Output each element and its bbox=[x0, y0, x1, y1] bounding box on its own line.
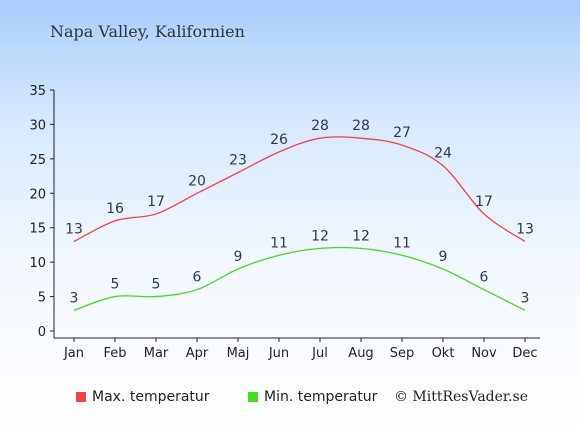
min-temp-data-label: 5 bbox=[152, 277, 161, 293]
x-tick-label: Dec bbox=[512, 346, 537, 361]
max-temp-data-label: 27 bbox=[393, 125, 411, 141]
y-tick-label: 5 bbox=[38, 291, 46, 306]
legend-swatch-max bbox=[76, 392, 86, 402]
y-tick-label: 0 bbox=[38, 325, 46, 340]
min-temp-data-label: 3 bbox=[70, 290, 79, 306]
chart-title: Napa Valley, Kalifornien bbox=[50, 22, 245, 41]
y-tick-label: 15 bbox=[29, 222, 46, 237]
x-tick-label: Feb bbox=[103, 346, 126, 361]
y-tick-label: 25 bbox=[29, 153, 46, 168]
x-tick-label: Maj bbox=[227, 346, 250, 361]
max-temp-data-label: 17 bbox=[475, 194, 493, 210]
x-tick-label: Mar bbox=[144, 346, 169, 361]
min-temp-line bbox=[73, 246, 526, 311]
max-temp-data-label: 28 bbox=[352, 118, 370, 134]
legend-label-min: Min. temperatur bbox=[264, 389, 378, 405]
x-tick-label: Aug bbox=[348, 346, 373, 361]
y-tick-label: 30 bbox=[29, 118, 46, 133]
min-temp-data-label: 6 bbox=[193, 270, 202, 286]
credit-text: © MittResVader.se bbox=[393, 389, 528, 405]
max-temp-data-label: 13 bbox=[516, 221, 534, 237]
min-temp-data-label: 3 bbox=[521, 290, 530, 306]
max-temp-data-label: 24 bbox=[434, 146, 452, 162]
x-tick-label: Jun bbox=[268, 346, 289, 361]
min-temp-data-label: 9 bbox=[234, 249, 243, 265]
min-temp-data-label: 11 bbox=[393, 235, 411, 251]
max-temp-data-label: 17 bbox=[147, 194, 165, 210]
min-temp-data-label: 9 bbox=[439, 249, 448, 265]
x-tick-label: Apr bbox=[186, 346, 209, 361]
x-tick-label: Nov bbox=[471, 346, 497, 361]
max-temp-data-label: 20 bbox=[188, 173, 206, 189]
legend-item-max: Max. temperatur bbox=[76, 389, 210, 405]
max-temp-line bbox=[73, 136, 526, 243]
legend-label-max: Max. temperatur bbox=[92, 389, 210, 405]
y-tick-label: 20 bbox=[29, 187, 46, 202]
legend-swatch-min bbox=[248, 392, 258, 402]
max-temp-data-label: 16 bbox=[106, 201, 124, 217]
legend-item-min: Min. temperatur bbox=[248, 389, 377, 405]
x-tick-label: Jul bbox=[311, 346, 328, 361]
max-temp-data-label: 26 bbox=[270, 132, 288, 148]
min-temp-data-label: 6 bbox=[480, 270, 489, 286]
x-tick-label: Sep bbox=[390, 346, 415, 361]
min-temp-data-label: 5 bbox=[111, 277, 120, 293]
max-temp-data-label: 13 bbox=[65, 221, 83, 237]
max-temp-data-label: 28 bbox=[311, 118, 329, 134]
max-temp-data-label: 23 bbox=[229, 153, 247, 169]
x-tick-label: Jan bbox=[63, 346, 84, 361]
min-temp-data-label: 11 bbox=[270, 235, 288, 251]
min-temp-data-label: 12 bbox=[311, 228, 329, 244]
x-tick-label: Okt bbox=[432, 346, 455, 361]
min-temp-data-label: 12 bbox=[352, 228, 370, 244]
y-tick-label: 10 bbox=[29, 256, 46, 271]
y-tick-label: 35 bbox=[29, 84, 46, 99]
